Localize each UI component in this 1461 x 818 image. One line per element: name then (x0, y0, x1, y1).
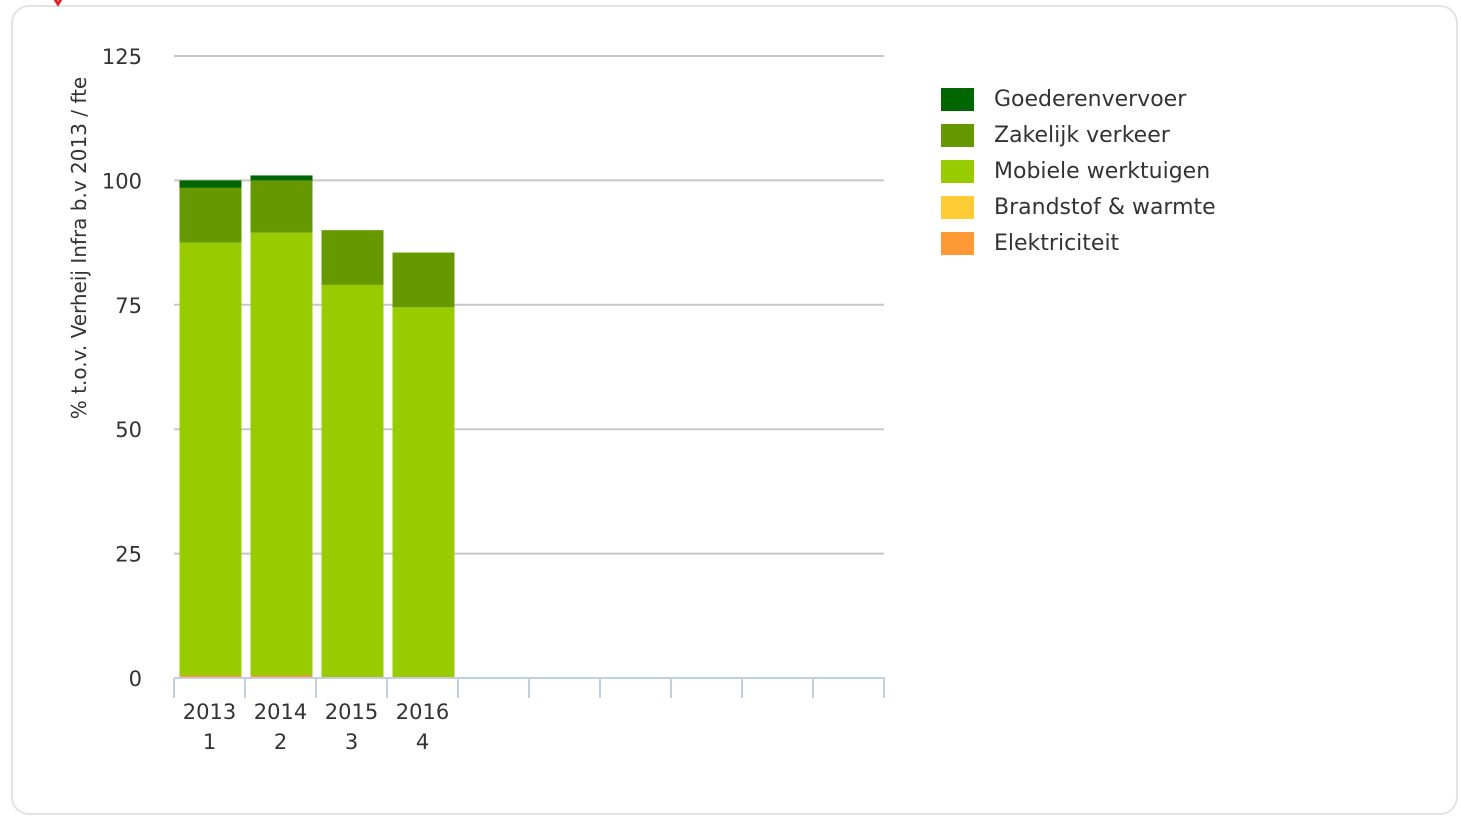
bar-segment-mobiele-werktuigen-2013[interactable] (179, 242, 242, 676)
bar-segment-goederenvervoer-2014[interactable] (250, 175, 313, 181)
x-tick-label-year: 2016 (396, 700, 449, 724)
y-tick-label: 100 (102, 169, 142, 193)
x-tick-label-year: 2015 (325, 700, 378, 724)
legend-item[interactable]: Mobiele werktuigen (941, 153, 1216, 189)
y-tick-label: 0 (129, 667, 142, 691)
legend-item[interactable]: Goederenvervoer (941, 81, 1216, 117)
legend: Goederenvervoer Zakelijk verkeer Mobiele w… (941, 81, 1216, 261)
bar-segment-zakelijk-verkeer-2016[interactable] (392, 252, 455, 308)
legend-swatch (941, 231, 974, 255)
legend-item[interactable]: Brandstof & warmte (941, 189, 1216, 225)
bar-segment-elektriciteit-2013[interactable] (179, 675, 242, 678)
y-axis: 0 25 50 75 100 125 (102, 45, 142, 691)
y-axis-title: % t.o.v. Verheij Infra b.v 2013 / fte (67, 77, 91, 419)
legend-swatch (941, 195, 974, 219)
bar-segment-zakelijk-verkeer-2014[interactable] (250, 180, 313, 233)
legend-swatch (941, 123, 974, 147)
bar-segment-mobiele-werktuigen-2016[interactable] (392, 307, 455, 678)
y-tick-label: 125 (102, 45, 142, 69)
legend-swatch (941, 87, 974, 111)
y-tick-label: 75 (115, 294, 142, 318)
x-tick-label-index: 2 (274, 730, 287, 754)
x-tick-label-year: 2013 (183, 700, 236, 724)
bar-segment-goederenvervoer-2013[interactable] (179, 180, 242, 188)
corner-mark-icon (53, 0, 63, 7)
bar-segment-elektriciteit-2014[interactable] (250, 675, 313, 678)
x-tick-label-index: 3 (345, 730, 358, 754)
legend-label: Zakelijk verkeer (994, 122, 1170, 148)
legend-item[interactable]: Elektriciteit (941, 225, 1216, 261)
bar-segment-mobiele-werktuigen-2015[interactable] (321, 284, 384, 678)
x-tick-label-index: 4 (416, 730, 429, 754)
bars (179, 175, 455, 678)
legend-label: Brandstof & warmte (994, 194, 1216, 220)
x-tick-label-year: 2014 (254, 700, 307, 724)
bar-segment-mobiele-werktuigen-2014[interactable] (250, 232, 313, 676)
legend-label: Elektriciteit (994, 230, 1120, 256)
legend-swatch (941, 159, 974, 183)
legend-label: Goederenvervoer (994, 86, 1187, 112)
legend-label: Mobiele werktuigen (994, 158, 1211, 184)
bar-segment-zakelijk-verkeer-2015[interactable] (321, 230, 384, 285)
x-axis: 2013 1 2014 2 2015 3 2016 4 (173, 677, 885, 754)
x-tick-label-index: 1 (203, 730, 216, 754)
legend-item[interactable]: Zakelijk verkeer (941, 117, 1216, 153)
bar-segment-zakelijk-verkeer-2013[interactable] (179, 187, 242, 243)
y-tick-label: 25 (115, 543, 142, 567)
y-tick-label: 50 (115, 418, 142, 442)
